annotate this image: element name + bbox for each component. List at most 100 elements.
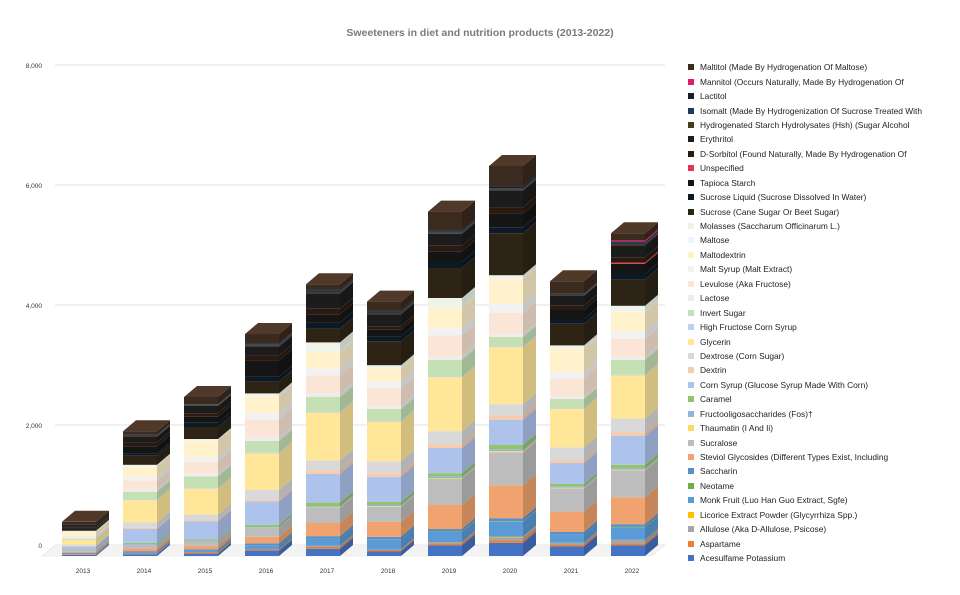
bar-segment-side [157, 431, 170, 447]
bar-segment [550, 484, 584, 487]
bar-segment-side [279, 534, 292, 550]
bar-segment-side [645, 231, 658, 244]
bar-segment-side [340, 364, 353, 394]
bar-segment [306, 328, 340, 343]
bar-segment [550, 487, 584, 489]
legend-label: Caramel [700, 394, 732, 405]
bar-segment [428, 359, 462, 377]
bar-segment-side [462, 365, 475, 378]
bar-segment-side [584, 473, 597, 487]
bar-segment-side [340, 401, 353, 413]
bar-segment-side [584, 283, 597, 295]
bar-segment-side [462, 366, 475, 432]
legend-item: Sucralose [688, 435, 960, 449]
bar-segment [245, 413, 279, 420]
bar-segment [62, 550, 96, 552]
bar-segment [550, 281, 584, 294]
bar-segment-side [462, 465, 475, 478]
bar-segment [428, 476, 462, 478]
bar-segment-side [462, 200, 475, 231]
bar-segment-side [462, 532, 475, 546]
bar-segment-side [157, 424, 170, 436]
bar-segment [184, 422, 218, 427]
bar-segment-side [340, 495, 353, 508]
bar-segment-side [401, 302, 414, 315]
bar-segment-side [584, 294, 597, 310]
bar-segment-side [340, 527, 353, 546]
bar-segment [184, 406, 218, 414]
bar-segment [184, 439, 218, 441]
bar-segment-side [279, 334, 292, 347]
bar-segment-side [96, 515, 109, 528]
bar-segment-side [523, 175, 536, 189]
legend-item: Maltose [688, 233, 960, 247]
bar-segment-side [218, 393, 231, 405]
bar-segment [611, 356, 645, 360]
bar-segment [489, 275, 523, 279]
bar-segment [367, 506, 401, 522]
bar-segment-side [462, 345, 475, 360]
bar-segment [184, 416, 218, 423]
bar-segment-side [584, 475, 597, 488]
bar-segment-side [401, 491, 414, 505]
bar-segment [245, 527, 279, 537]
bar-segment-side [96, 543, 109, 555]
bar-segment [306, 397, 340, 412]
bar-segment [428, 545, 462, 556]
y-tick-label: 6,000 [26, 183, 43, 190]
legend-swatch [688, 338, 694, 345]
bar-segment-side [401, 495, 414, 522]
bar-segment-side [279, 349, 292, 377]
legend-swatch [688, 251, 694, 258]
legend-label: High Fructose Corn Syrup [700, 322, 797, 333]
bar-segment [489, 278, 523, 304]
bar-segment-side [279, 333, 292, 346]
bar-segment-side [401, 528, 414, 550]
bar-segment-side [279, 402, 292, 420]
bar-segment-side [218, 428, 231, 441]
bar-segment [367, 406, 401, 409]
bar-segment [123, 552, 157, 554]
bar-segment [123, 544, 157, 545]
bar-segment-side [523, 202, 536, 228]
bar-segment [611, 436, 645, 465]
bar-segment-side [340, 534, 353, 547]
bar-segment-side [462, 520, 475, 532]
legend-label: Maltodextrin [700, 249, 746, 260]
bar-segment-side [96, 542, 109, 555]
bar-segment-side [218, 462, 231, 477]
bar-segment-side [157, 488, 170, 501]
legend-label: Maltose [700, 235, 730, 246]
bar-segment [306, 342, 340, 352]
bar-segment-side [96, 534, 109, 547]
bar-segment-side [340, 491, 353, 507]
bar-segment-side [279, 335, 292, 356]
bar-segment [489, 518, 523, 522]
legend-item: Acesulfame Potassium [688, 551, 960, 565]
bar-segment-side [157, 478, 170, 492]
y-tick-label: 4,000 [26, 303, 43, 310]
bar-segment-side [96, 542, 109, 554]
bar-segment-side [218, 530, 231, 546]
bar-segment [611, 244, 645, 246]
bar-segment [367, 473, 401, 477]
legend-swatch [688, 454, 694, 461]
bar-segment [245, 550, 279, 556]
bar-segment [367, 502, 401, 505]
bar-segment [550, 349, 584, 373]
bar-segment [611, 240, 645, 242]
bar-segment-side [645, 528, 658, 544]
bar-segment [62, 531, 96, 536]
bar-segment-side [645, 233, 658, 246]
bar-segment [611, 526, 645, 528]
legend-label: Molasses (Saccharum Officinarum L.) [700, 221, 840, 232]
bar-segment [306, 536, 340, 539]
bar-segment-side [96, 540, 109, 553]
bar-segment-side [340, 297, 353, 315]
bar-segment [123, 442, 157, 447]
bar-top [428, 200, 475, 212]
bar-segment [123, 476, 157, 481]
bar-segment-side [340, 331, 353, 352]
bar-segment [367, 313, 401, 315]
bar-segment-side [645, 263, 658, 280]
